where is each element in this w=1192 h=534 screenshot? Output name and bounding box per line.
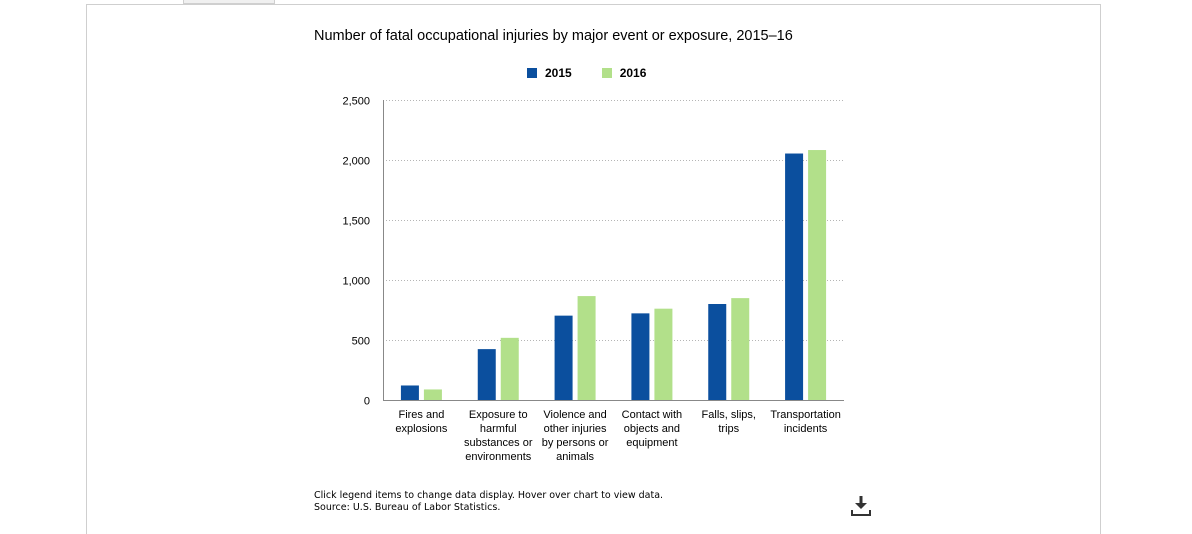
y-tick-label: 1,000 <box>342 276 370 288</box>
x-tick-label-line: by persons or <box>542 437 609 449</box>
x-tick-label: Violence and other injuries by persons or a… <box>542 409 609 463</box>
footnote-instructions: Click legend items to change data displa… <box>314 490 664 501</box>
chart-legend: 2015 2016 <box>527 66 676 80</box>
x-tick-label: Fires and explosions <box>395 409 447 435</box>
bar-2016[interactable]: 2016: 849 <box>731 298 750 400</box>
x-tick-label-line: other injuries <box>544 423 607 435</box>
bar-2016[interactable]: 2016: 866 <box>577 296 596 400</box>
bar-2015[interactable]: 2015: 722 <box>631 313 650 400</box>
x-tick-label-line: Falls, slips, <box>702 409 756 421</box>
footnote-source: Source: U.S. Bureau of Labor Statistics. <box>314 502 501 513</box>
x-tick-label: Contact with objects and equipment <box>622 409 683 449</box>
y-tick-label: 0 <box>364 396 370 408</box>
bar-2016[interactable]: 2016: 88 <box>423 389 442 400</box>
panel-top-border <box>86 4 1101 5</box>
download-button[interactable] <box>849 494 873 518</box>
legend-item-2016[interactable]: 2016 <box>601 66 647 80</box>
bar-2015[interactable]: 2015: 703 <box>554 315 573 400</box>
x-tick-label-line: environments <box>465 451 532 463</box>
x-tick-label-line: animals <box>556 451 594 463</box>
x-tick-label-line: Transportation <box>770 409 841 421</box>
bar-2016[interactable]: 2016: 518 <box>500 337 519 400</box>
legend-item-2015[interactable]: 2015 <box>527 66 572 80</box>
bar-2016[interactable]: 2016: 2,083 <box>808 150 827 400</box>
x-tick-label-line: Exposure to <box>469 409 528 421</box>
x-tick-label: Transportation incidents <box>770 409 841 435</box>
download-icon <box>851 496 871 516</box>
x-tick-label: Falls, slips, trips <box>702 409 756 435</box>
y-tick-label: 2,000 <box>342 156 370 168</box>
x-tick-label-line: Contact with <box>622 409 683 421</box>
legend-swatch-2016 <box>601 68 612 78</box>
x-tick-label-line: explosions <box>395 423 447 435</box>
y-tick-label: 500 <box>352 336 370 348</box>
bar-2015[interactable]: 2015: 121 <box>400 385 419 400</box>
tab-stub[interactable] <box>183 0 275 4</box>
x-tick-label-line: incidents <box>784 423 828 435</box>
x-tick-label-line: Violence and <box>543 409 606 421</box>
x-tick-label-line: trips <box>718 423 739 435</box>
x-tick-label: Exposure to harmful substances or environme… <box>464 409 533 463</box>
chart-footnote: Click legend items to change data displa… <box>314 490 663 514</box>
y-tick-label: 1,500 <box>342 216 370 228</box>
legend-label-2016: 2016 <box>619 66 647 80</box>
bar-2015[interactable]: 2015: 800 <box>708 304 727 400</box>
legend-swatch-2015 <box>527 68 537 78</box>
legend-label-2015: 2015 <box>545 66 572 80</box>
x-tick-label-line: substances or <box>464 437 533 449</box>
bar-chart: 0 500 1,000 1,500 2,000 2,500 2015: 121 2016: 8… <box>342 96 844 463</box>
bar-2016[interactable]: 2016: 761 <box>654 308 673 400</box>
bar-2015[interactable]: 2015: 2,054 <box>785 153 804 400</box>
x-tick-label-line: equipment <box>626 437 677 449</box>
x-tick-label-line: Fires and <box>398 409 444 421</box>
y-tick-label: 2,500 <box>342 96 370 108</box>
x-tick-label-line: objects and <box>624 423 680 435</box>
x-tick-label-line: harmful <box>480 423 517 435</box>
bar-2015[interactable]: 2015: 424 <box>477 349 496 400</box>
chart-panel <box>86 4 1101 534</box>
chart-title: Number of fatal occupational injuries by… <box>314 28 793 44</box>
